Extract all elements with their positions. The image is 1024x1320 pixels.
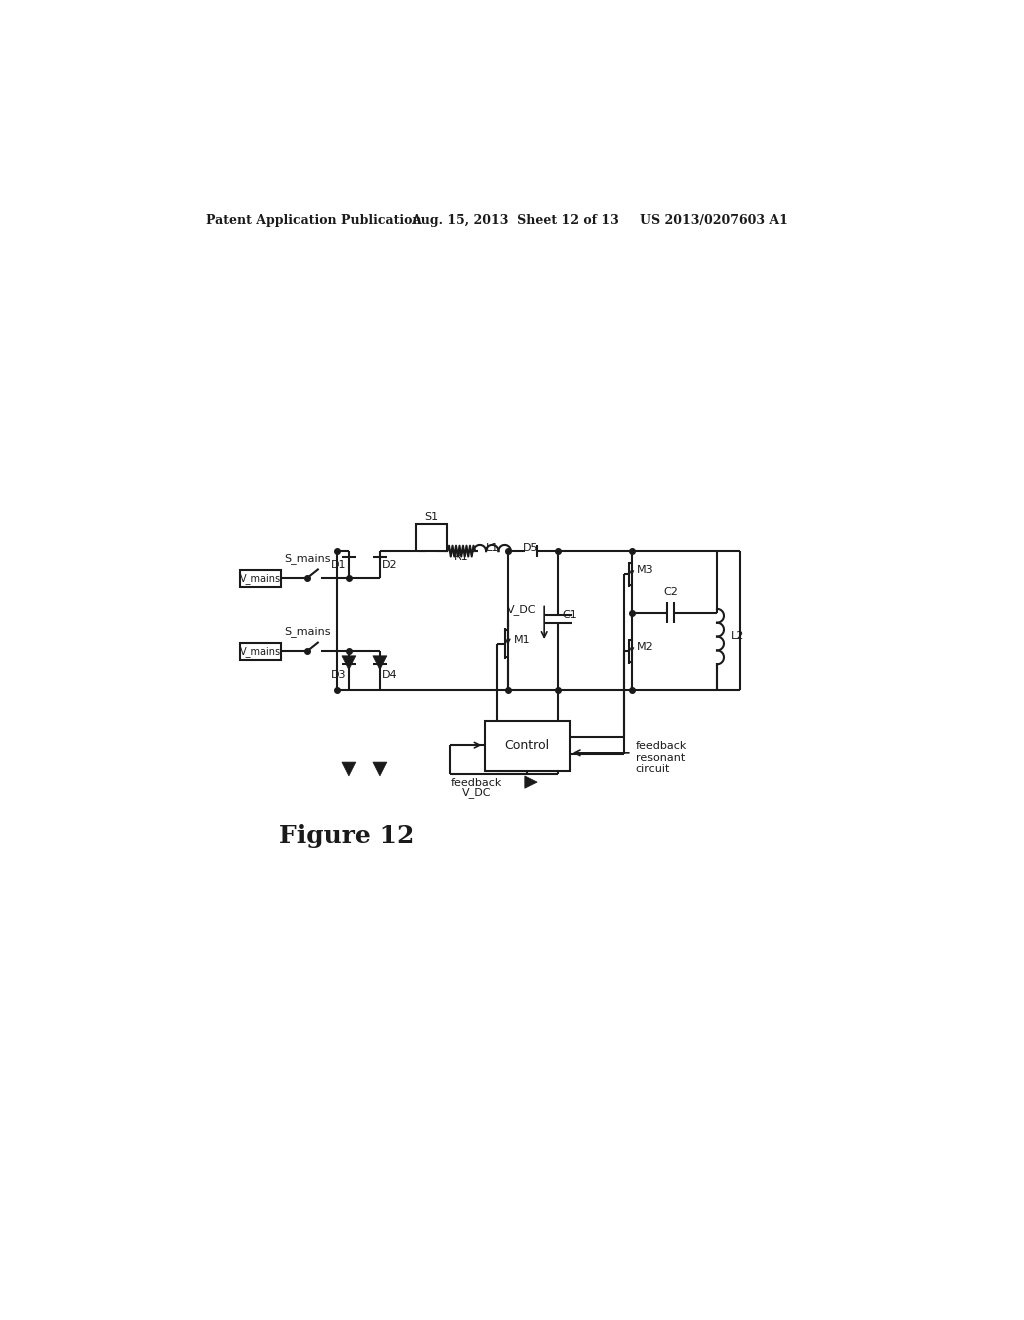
Polygon shape: [373, 762, 387, 776]
Text: feedback: feedback: [636, 742, 687, 751]
Text: M3: M3: [636, 565, 653, 576]
Text: L2: L2: [731, 631, 744, 640]
Text: C1: C1: [562, 610, 577, 620]
Text: D5: D5: [523, 544, 539, 553]
Text: Control: Control: [505, 739, 550, 751]
Text: V_mains: V_mains: [240, 645, 281, 656]
Polygon shape: [342, 762, 356, 776]
Bar: [241, 570, 281, 586]
Text: Patent Application Publication: Patent Application Publication: [206, 214, 421, 227]
Text: D2: D2: [382, 561, 398, 570]
Text: circuit: circuit: [636, 764, 670, 775]
Text: R1: R1: [454, 552, 469, 562]
Text: V_DC: V_DC: [507, 605, 537, 615]
Polygon shape: [524, 776, 538, 788]
Text: M1: M1: [514, 635, 530, 644]
Text: S_mains: S_mains: [285, 553, 331, 564]
Text: feedback: feedback: [451, 779, 503, 788]
Bar: [484, 721, 569, 771]
Text: D4: D4: [382, 671, 398, 680]
Text: Aug. 15, 2013  Sheet 12 of 13: Aug. 15, 2013 Sheet 12 of 13: [411, 214, 618, 227]
Text: S1: S1: [425, 512, 439, 521]
Text: Figure 12: Figure 12: [280, 825, 415, 849]
Text: V_mains: V_mains: [240, 573, 281, 583]
Polygon shape: [342, 656, 356, 669]
Text: C2: C2: [664, 587, 678, 598]
Text: D1: D1: [331, 561, 346, 570]
Text: M2: M2: [636, 643, 653, 652]
Text: V_DC: V_DC: [462, 788, 492, 799]
Text: D3: D3: [331, 671, 346, 680]
Text: L1: L1: [485, 544, 499, 553]
Text: S_mains: S_mains: [285, 627, 331, 638]
Bar: [241, 643, 281, 660]
Bar: [417, 524, 447, 552]
Polygon shape: [373, 656, 387, 669]
Text: US 2013/0207603 A1: US 2013/0207603 A1: [640, 214, 787, 227]
Text: resonant: resonant: [636, 752, 685, 763]
